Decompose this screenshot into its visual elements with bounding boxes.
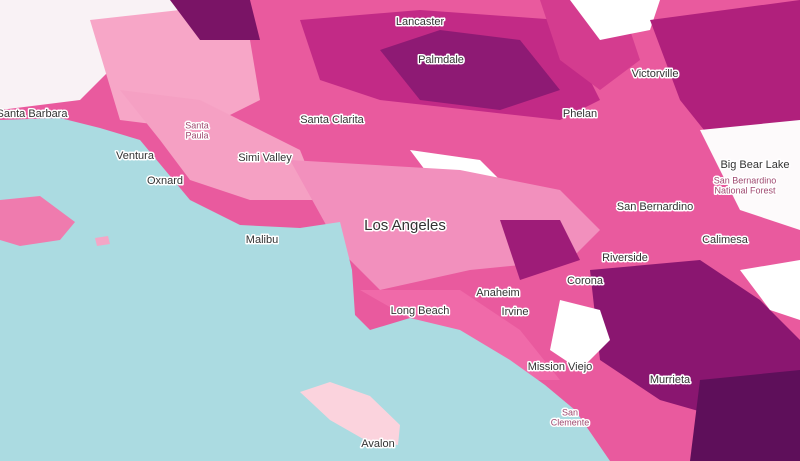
- place-labels: Lancaster Palmdale Victorville Santa Bar…: [0, 14, 791, 451]
- island: [0, 196, 75, 246]
- place-label: San Bernardino: [714, 175, 777, 185]
- no-data-area: [550, 300, 610, 370]
- place-label: Corona: [567, 275, 604, 287]
- place-label: San Bernardino: [617, 201, 693, 213]
- no-data-area: [740, 260, 800, 320]
- place-label: Palmdale: [418, 54, 464, 66]
- place-label: Mission Viejo: [528, 361, 593, 373]
- place-label: Big Bear Lake: [720, 159, 789, 171]
- place-label: Los Angeles: [364, 217, 446, 234]
- place-label: Calimesa: [702, 234, 749, 246]
- place-label: Phelan: [563, 108, 597, 120]
- place-label: Malibu: [246, 234, 278, 246]
- place-label: Murrieta: [650, 374, 691, 386]
- place-label: Santa: [185, 120, 209, 130]
- place-label: Ventura: [116, 150, 155, 162]
- no-data-area: [570, 0, 660, 40]
- place-label: Irvine: [502, 306, 529, 318]
- place-label: Victorville: [632, 68, 679, 80]
- region: [690, 370, 800, 461]
- place-label: Lancaster: [396, 16, 445, 28]
- region: [500, 220, 580, 280]
- place-label: National Forest: [714, 185, 776, 195]
- place-label: Riverside: [602, 252, 648, 264]
- place-label: Santa Barbara: [0, 108, 68, 120]
- place-label: Anaheim: [476, 287, 519, 299]
- ocean: [0, 118, 610, 461]
- place-label: Paula: [185, 130, 208, 140]
- place-label: Santa Clarita: [300, 114, 364, 126]
- place-label: Oxnard: [147, 175, 183, 187]
- region: [120, 90, 320, 200]
- region: [170, 0, 260, 40]
- place-label: Avalon: [361, 438, 394, 450]
- region: [650, 0, 800, 150]
- place-label: Simi Valley: [238, 152, 292, 164]
- island: [95, 236, 110, 246]
- place-label: San: [562, 407, 578, 417]
- no-data-area: [700, 120, 800, 230]
- place-label: Long Beach: [391, 305, 450, 317]
- place-label: Clemente: [551, 417, 590, 427]
- island: [300, 382, 400, 445]
- region: [380, 30, 560, 110]
